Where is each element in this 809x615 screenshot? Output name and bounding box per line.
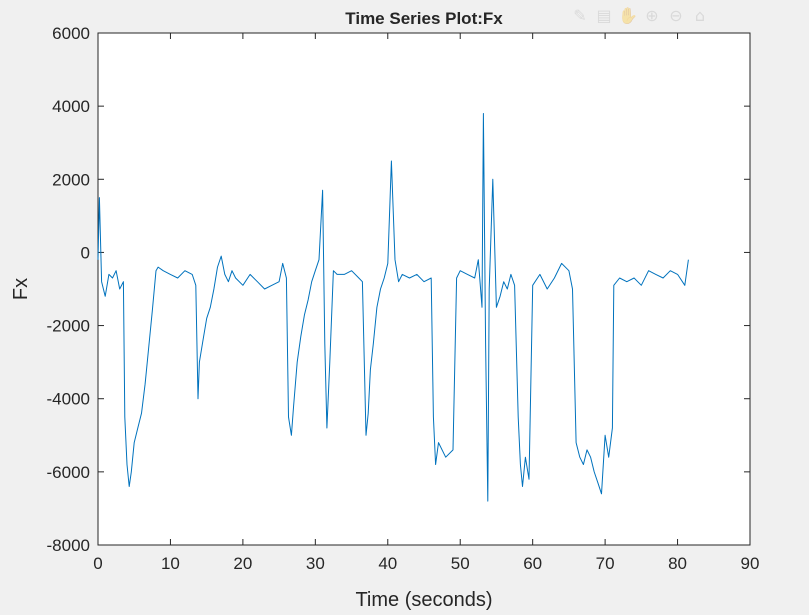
y-tick-label: -4000 xyxy=(47,390,90,409)
plot-area xyxy=(97,32,751,546)
x-tick-label: 10 xyxy=(161,554,180,573)
brush-icon[interactable]: ✎ xyxy=(573,5,587,25)
figure-toolbar: ✎ ▤ ✋ ⊕ ⊖ ⌂ xyxy=(570,2,710,28)
x-tick-label: 20 xyxy=(233,554,252,573)
x-tick-label: 40 xyxy=(378,554,397,573)
y-tick-label: 6000 xyxy=(52,24,90,43)
axis-ticks: 0 10 20 30 40 50 60 70 80 90 -8000 -6000 -4000 -2000 0… xyxy=(47,24,760,573)
y-tick-label: -2000 xyxy=(47,317,90,336)
x-tick-label: 80 xyxy=(668,554,687,573)
x-tick-label: 90 xyxy=(741,554,760,573)
x-tick-label: 60 xyxy=(523,554,542,573)
pan-hand-icon[interactable]: ✋ xyxy=(618,5,638,25)
zoom-in-icon[interactable]: ⊕ xyxy=(645,5,659,25)
zoom-out-icon[interactable]: ⊖ xyxy=(669,5,683,25)
y-tick-label: -8000 xyxy=(47,536,90,555)
y-tick-label: -6000 xyxy=(47,463,90,482)
x-tick-label: 50 xyxy=(451,554,470,573)
series-line xyxy=(97,113,689,502)
y-axis-label: Fx xyxy=(10,278,32,300)
x-tick-label: 30 xyxy=(306,554,325,573)
y-tick-label: 2000 xyxy=(52,170,90,189)
y-tick-label: 0 xyxy=(81,243,90,262)
x-tick-label: 70 xyxy=(596,554,615,573)
home-icon[interactable]: ⌂ xyxy=(694,5,706,25)
x-axis-label: Time (seconds) xyxy=(355,589,492,611)
y-tick-label: 4000 xyxy=(52,97,90,116)
series-layer xyxy=(97,113,689,502)
save-icon[interactable]: ▤ xyxy=(596,5,612,25)
x-tick-label: 0 xyxy=(93,554,102,573)
chart-title: Time Series Plot:Fx xyxy=(345,9,503,28)
